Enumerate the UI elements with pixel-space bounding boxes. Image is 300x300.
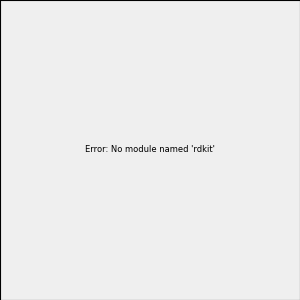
- Text: Error: No module named 'rdkit': Error: No module named 'rdkit': [85, 146, 215, 154]
